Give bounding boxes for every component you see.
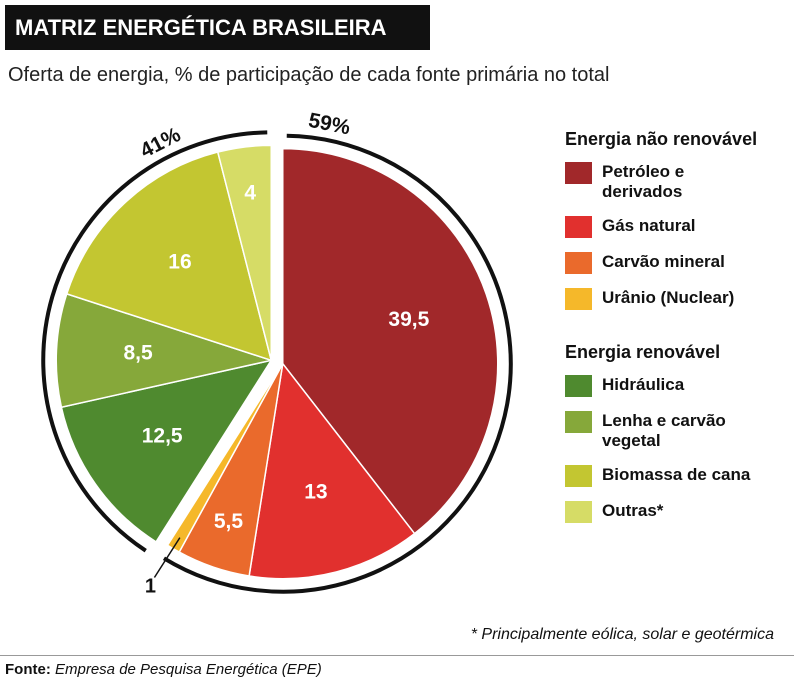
legend-item: Urânio (Nuclear) [565, 288, 790, 310]
group-total-label: 41% [137, 123, 185, 163]
legend-label: Hidráulica [602, 375, 685, 394]
legend-item: Hidráulica [565, 375, 790, 397]
slice-label: 13 [304, 480, 327, 503]
slice-label: 5,5 [214, 510, 244, 533]
legend-swatch [565, 252, 592, 274]
group-arc [162, 133, 513, 594]
legend-heading: Energia renovável [565, 342, 721, 362]
legend-label: Carvão mineral [602, 252, 725, 271]
slice-label: 39,5 [388, 308, 429, 331]
legend-label: Biomassa de cana [602, 465, 751, 484]
legend-item: Gás natural [565, 216, 790, 238]
source-text: Empresa de Pesquisa Energética (EPE) [55, 661, 322, 678]
legend-label: Lenha e carvão vegetal [602, 411, 726, 450]
legend-item: Petróleo e derivados [565, 162, 790, 202]
legend-swatch [565, 465, 592, 487]
slice-label: 8,5 [123, 342, 153, 365]
source: Fonte: Empresa de Pesquisa Energética (E… [5, 661, 322, 678]
legend-label: Gás natural [602, 216, 696, 235]
legend-item: Lenha e carvão vegetal [565, 411, 790, 451]
legend-swatch [565, 411, 592, 433]
title: MATRIZ ENERGÉTICA BRASILEIRA (2013) [5, 5, 430, 85]
legend-label: Urânio (Nuclear) [602, 288, 735, 307]
leader-line [153, 537, 181, 578]
group-total-label: 59% [306, 109, 352, 140]
subtitle: Oferta de energia, % de participação de … [8, 64, 610, 86]
source-label: Fonte: [5, 661, 51, 678]
legend: Energia não renovável Petróleo e derivado… [565, 125, 790, 537]
footnote: * Principalmente eólica, solar e geotérm… [470, 626, 774, 643]
legend-gap [565, 324, 790, 338]
legend-item: Carvão mineral [565, 252, 790, 274]
legend-swatch [565, 375, 592, 397]
pie-slice [216, 144, 272, 361]
slice-label: 4 [244, 181, 256, 204]
legend-label: Outras* [602, 501, 664, 520]
legend-swatch [565, 501, 592, 523]
pie-slice [65, 151, 273, 362]
legend-label: Petróleo e derivados [602, 162, 685, 201]
legend-swatch [565, 288, 592, 310]
slice-label: 1 [145, 576, 156, 598]
legend-item: Outras* [565, 501, 790, 523]
pie-slice [55, 292, 275, 409]
slice-label: 16 [168, 251, 191, 274]
legend-heading: Energia não renovável [565, 129, 758, 149]
legend-item: Biomassa de cana [565, 465, 790, 487]
slice-label: 12,5 [142, 425, 183, 448]
legend-swatch [565, 162, 592, 184]
divider [0, 655, 794, 656]
group-arc [41, 130, 268, 553]
pie-slice [60, 359, 273, 543]
legend-swatch [565, 216, 592, 238]
pie-slice [282, 147, 499, 535]
pie-slice [248, 361, 416, 580]
